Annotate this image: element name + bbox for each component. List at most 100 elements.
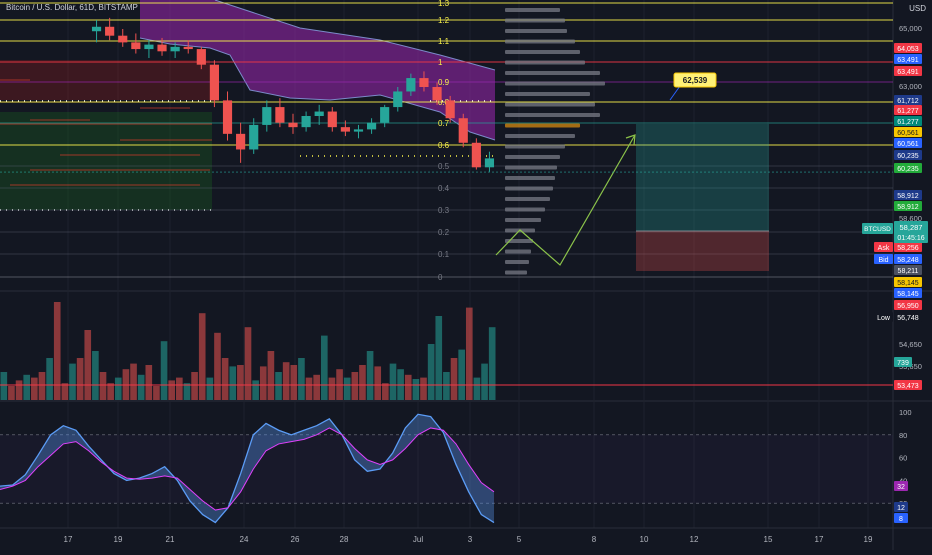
volume-bar — [183, 383, 191, 400]
price-label-text: 63,491 — [897, 57, 919, 64]
volume-bar — [99, 372, 107, 400]
volume-bar — [290, 365, 298, 400]
volume-profile-bar — [505, 218, 541, 222]
volume-bar — [351, 372, 359, 400]
volume-bar — [389, 363, 397, 400]
candle-body — [288, 122, 298, 128]
price-tick: 58,600 — [899, 214, 922, 223]
price-label-prefix-box — [874, 254, 893, 264]
volume-bar — [298, 358, 305, 400]
candle-body — [471, 142, 481, 168]
volume-bar — [214, 332, 221, 400]
volume-profile-bar — [505, 207, 545, 212]
price-label-box — [894, 116, 922, 126]
fib-level-label: 1.2 — [438, 16, 450, 25]
price-label-text: 61,712 — [897, 98, 919, 105]
volume-bar — [153, 386, 160, 400]
callout-value: 62,539 — [683, 76, 708, 85]
volume-bar — [244, 327, 252, 400]
volume-level-box — [894, 380, 922, 390]
volume-last-box — [894, 357, 912, 367]
time-tick: 21 — [166, 535, 175, 544]
price-label-box — [894, 277, 922, 287]
price-label-text: 56,950 — [897, 303, 919, 310]
volume-profile-bar — [505, 197, 550, 201]
volume-bar — [15, 380, 23, 400]
candle-body — [353, 129, 364, 132]
callout-pointer — [669, 85, 681, 101]
price-label-prefix-box — [874, 242, 893, 252]
volume-bar — [320, 335, 328, 400]
fib-level-label: 0.7 — [438, 119, 450, 128]
time-tick: 26 — [291, 535, 300, 544]
rsi-badge: 8 — [899, 516, 903, 523]
volume-bar — [0, 372, 8, 400]
volume-bar — [359, 365, 366, 400]
price-label-box — [894, 242, 922, 252]
symbol-badge: BTCUSD — [864, 226, 891, 233]
price-label-box — [894, 190, 922, 200]
rsi-badge-box — [894, 481, 908, 491]
volume-bar — [198, 313, 206, 400]
volume-bar — [176, 377, 183, 400]
volume-profile-bar — [505, 186, 553, 191]
volume-bar — [450, 358, 458, 400]
candle-body — [236, 133, 246, 150]
candle-body — [380, 107, 390, 123]
price-label-text: 60,561 — [897, 141, 919, 148]
price-label-text: 58,912 — [897, 204, 919, 211]
time-tick: 17 — [64, 535, 73, 544]
volume-profile-bar — [505, 260, 529, 264]
volume-bar — [328, 377, 336, 400]
price-label-text: 60,561 — [897, 130, 919, 137]
volume-bar — [382, 383, 389, 400]
candle-body — [105, 26, 115, 36]
volume-bar — [374, 366, 382, 400]
volume-last-value: 739 — [897, 360, 909, 367]
price-label-text: 60,235 — [897, 153, 919, 160]
volume-bar — [420, 377, 427, 400]
volume-bar — [435, 316, 443, 400]
bar-countdown: 01:45:16 — [897, 235, 924, 242]
symbol-badge-box — [862, 223, 893, 234]
candle-body — [275, 107, 285, 123]
volume-bar — [237, 365, 244, 400]
volume-profile-bar — [505, 71, 600, 75]
rsi-d-line — [0, 427, 495, 511]
price-label-prefix: Ask — [878, 245, 890, 252]
pink-cloud — [140, 0, 495, 140]
time-tick: 19 — [114, 535, 123, 544]
volume-bar — [130, 363, 137, 400]
price-label-text: 58,912 — [897, 193, 919, 200]
price-label-text: 58,211 — [898, 268, 919, 275]
candle-body — [458, 118, 468, 143]
last-price-box — [894, 221, 928, 243]
volume-bar — [412, 379, 420, 400]
volume-profile-bar — [505, 92, 590, 96]
volume-bar — [313, 374, 320, 400]
volume-profile-bar — [505, 8, 560, 12]
volume-bar — [221, 358, 229, 400]
fib-level-label: 0.1 — [438, 250, 450, 259]
volume-profile-bar — [505, 249, 531, 254]
fib-level-label: 0.6 — [438, 141, 450, 150]
fib-level-label: 0 — [438, 273, 443, 282]
price-label-text: 58,256 — [897, 245, 919, 252]
volume-bar — [61, 383, 69, 400]
rsi-tick: 80 — [899, 431, 907, 440]
volume-profile-bar — [505, 239, 533, 243]
candle-body — [366, 122, 377, 130]
price-label-box — [894, 265, 922, 275]
volume-bar — [8, 386, 15, 400]
fib-level-label: 0.9 — [438, 78, 450, 87]
rsi-k-line — [0, 413, 495, 524]
candle-body — [249, 124, 259, 150]
fib-level-label: 1 — [438, 58, 443, 67]
volume-profile-bar — [505, 270, 527, 275]
volume-bar — [305, 377, 313, 400]
candle-body — [157, 44, 167, 52]
volume-bar — [473, 377, 481, 400]
price-label-text: 61,277 — [897, 108, 919, 115]
